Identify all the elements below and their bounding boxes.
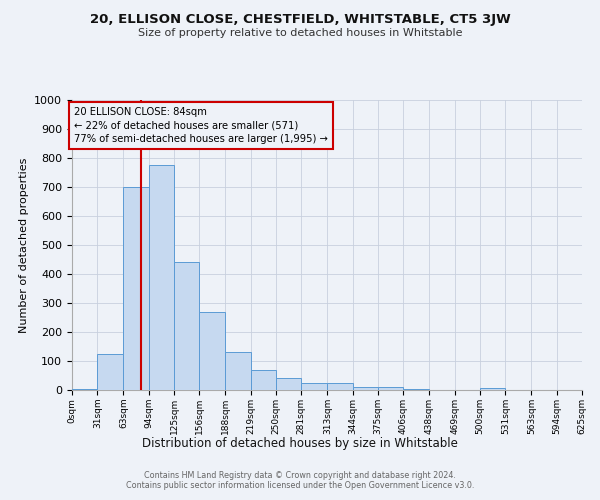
Bar xyxy=(378,387,403,390)
Bar xyxy=(353,387,378,390)
Bar xyxy=(72,388,97,390)
Bar xyxy=(301,383,326,390)
Bar xyxy=(97,354,122,390)
Y-axis label: Number of detached properties: Number of detached properties xyxy=(19,158,29,332)
Bar xyxy=(149,166,174,390)
Bar xyxy=(251,370,276,390)
Bar xyxy=(403,388,428,390)
Text: 20, ELLISON CLOSE, CHESTFIELD, WHITSTABLE, CT5 3JW: 20, ELLISON CLOSE, CHESTFIELD, WHITSTABL… xyxy=(89,12,511,26)
Text: Distribution of detached houses by size in Whitstable: Distribution of detached houses by size … xyxy=(142,438,458,450)
Bar xyxy=(328,383,353,390)
Bar xyxy=(174,262,199,390)
Bar xyxy=(276,378,301,390)
Bar xyxy=(226,352,251,390)
Text: Size of property relative to detached houses in Whitstable: Size of property relative to detached ho… xyxy=(138,28,462,38)
Bar xyxy=(124,187,149,390)
Bar xyxy=(480,388,505,390)
Text: 20 ELLISON CLOSE: 84sqm
← 22% of detached houses are smaller (571)
77% of semi-d: 20 ELLISON CLOSE: 84sqm ← 22% of detache… xyxy=(74,108,328,144)
Text: Contains HM Land Registry data © Crown copyright and database right 2024.
Contai: Contains HM Land Registry data © Crown c… xyxy=(126,470,474,490)
Bar xyxy=(199,312,224,390)
